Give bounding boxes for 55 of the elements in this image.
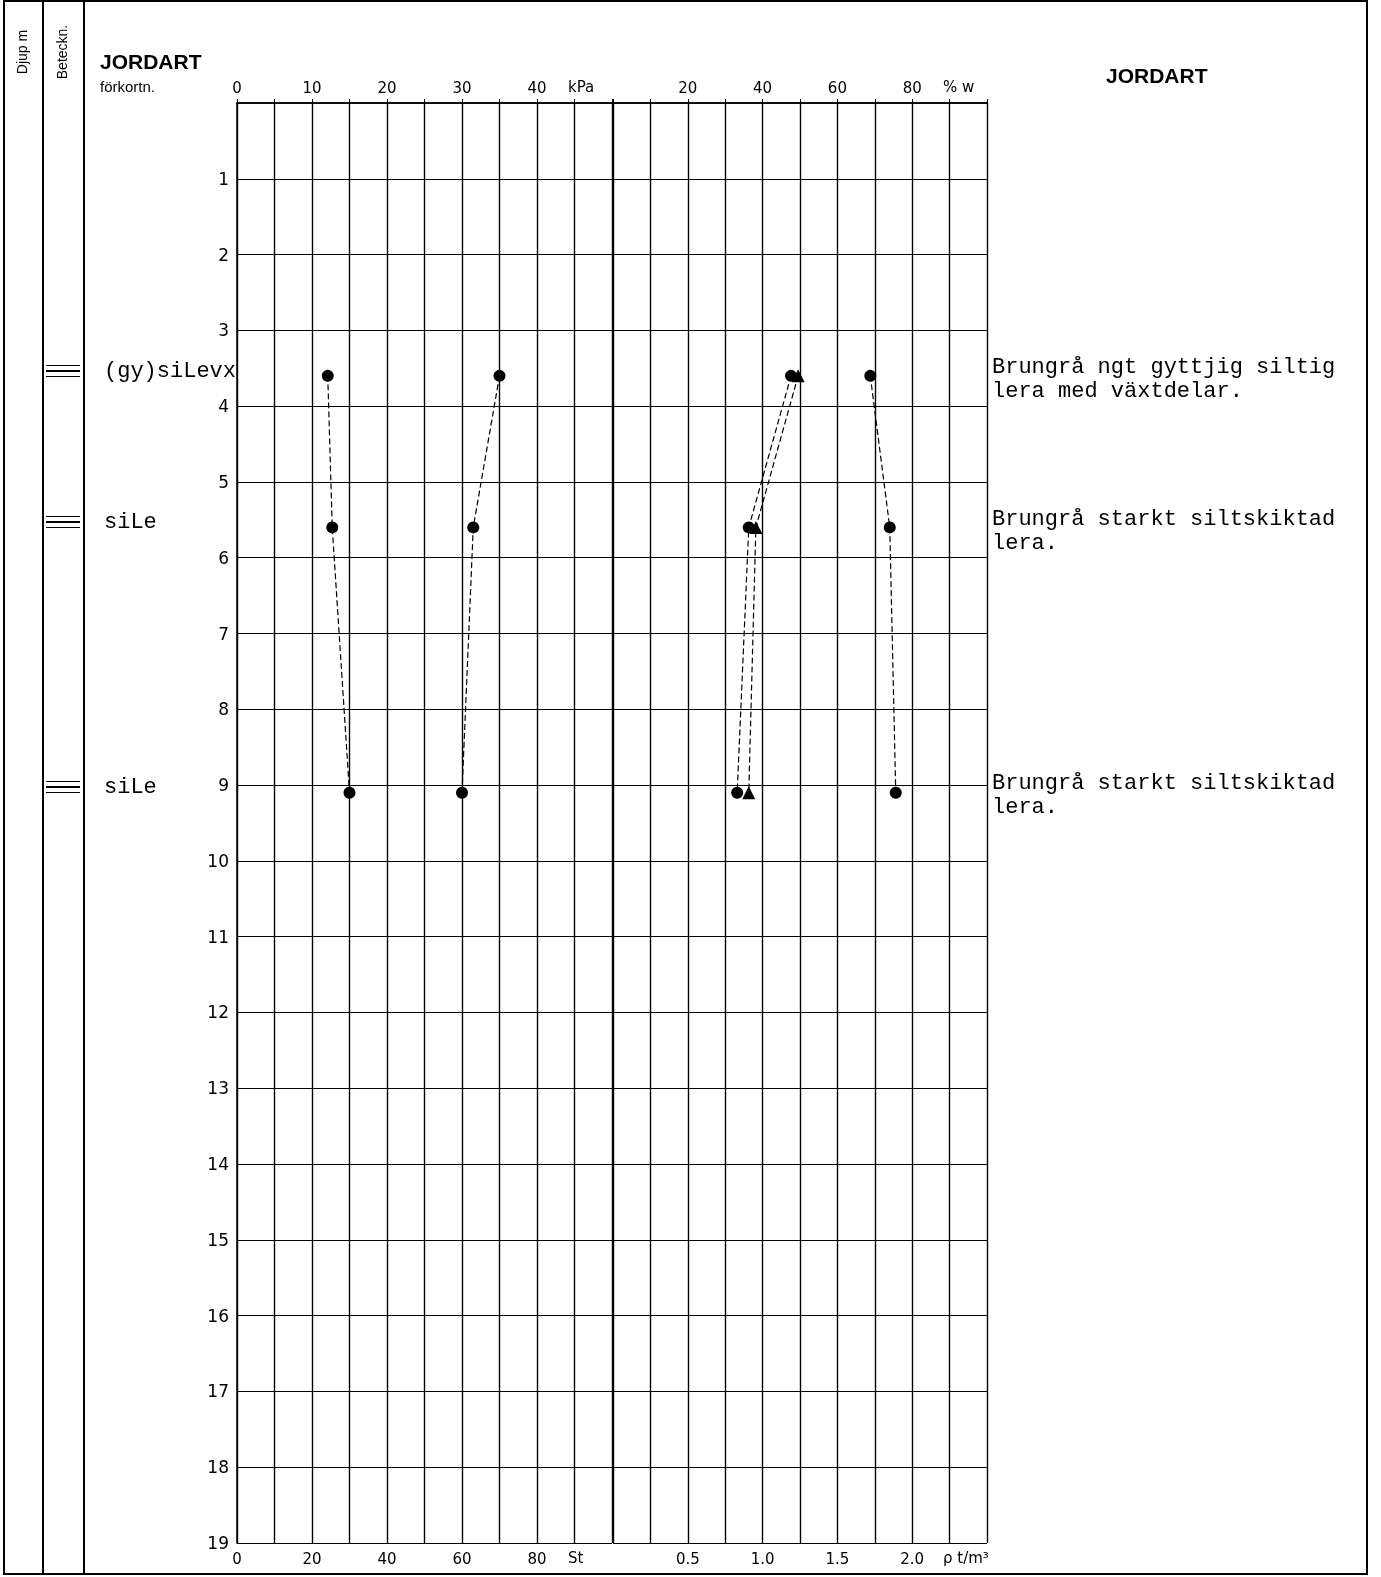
text: Brungrå starkt siltskiktad lera. (992, 771, 1337, 820)
text: (gy)siLevx (104, 359, 237, 384)
y-tick-label: 5 (218, 471, 229, 492)
x-tick-label: 2.0 (900, 1549, 925, 1568)
x-tick-label: 1.5 (825, 1549, 850, 1568)
y-tick-label: 17 (207, 1381, 229, 1402)
y-tick-label: 11 (207, 926, 229, 947)
x-tick-label: 60 (452, 1549, 472, 1568)
x2-tick-label: 60 (827, 78, 847, 97)
x2-tick-label: 20 (377, 78, 397, 97)
y-tick-label: 18 (207, 1457, 229, 1478)
text: siLe (104, 510, 157, 535)
x-tick-label: 1.0 (750, 1549, 775, 1568)
text: Beteckn. (54, 24, 70, 80)
y-tick-label: 14 (207, 1154, 229, 1175)
y-tick-label: 9 (218, 775, 229, 796)
y-tick-label: 12 (207, 1002, 229, 1023)
text: Brungrå starkt siltskiktad lera. (992, 507, 1337, 556)
x2-tick-label: 80 (902, 78, 922, 97)
x2-tick-label: 20 (678, 78, 698, 97)
x-tick-label: 0 (232, 1549, 242, 1568)
x-axis-title: ρ t/m³ (943, 1549, 989, 1567)
text: JORDART (1106, 64, 1208, 88)
y-tick-label: 13 (207, 1078, 229, 1099)
y-tick-label: 4 (218, 396, 229, 417)
y-tick-label: 10 (207, 850, 229, 871)
y-tick-label: 15 (207, 1229, 229, 1250)
x-tick-label: 80 (527, 1549, 547, 1568)
point (467, 521, 480, 534)
x2-axis-title: % w (943, 78, 975, 96)
x-tick-label: 0.5 (675, 1549, 700, 1568)
x2-tick-label: 40 (753, 78, 773, 97)
x2-tick-label: 10 (302, 78, 322, 97)
x2-tick-label: 40 (527, 78, 547, 97)
x-tick-label: 20 (302, 1549, 322, 1568)
y-tick-label: 2 (218, 244, 229, 265)
y-tick-label: 8 (218, 699, 229, 720)
x2-tick-label: 30 (452, 78, 472, 97)
y-tick-label: 19 (207, 1533, 229, 1553)
y-tick-label: 6 (218, 547, 229, 568)
point (493, 369, 506, 382)
text: Brungrå ngt gyttjig siltig lera med växtdelar. (992, 355, 1337, 404)
y-tick-label: 16 (207, 1305, 229, 1326)
y-axis-title: Djup m (14, 29, 30, 75)
text: JORDART (100, 50, 202, 74)
y-tick-label: 1 (218, 168, 229, 189)
text: siLe (104, 775, 157, 800)
x2-tick-label: 0 (232, 78, 242, 97)
x-axis-title: St (568, 1549, 584, 1567)
text: förkortn. (100, 78, 156, 95)
x-tick-label: 40 (377, 1549, 397, 1568)
y-tick-label: 7 (218, 623, 229, 644)
x2-axis-title: kPa (568, 78, 595, 96)
point (456, 786, 468, 799)
y-tick-label: 3 (218, 320, 229, 341)
